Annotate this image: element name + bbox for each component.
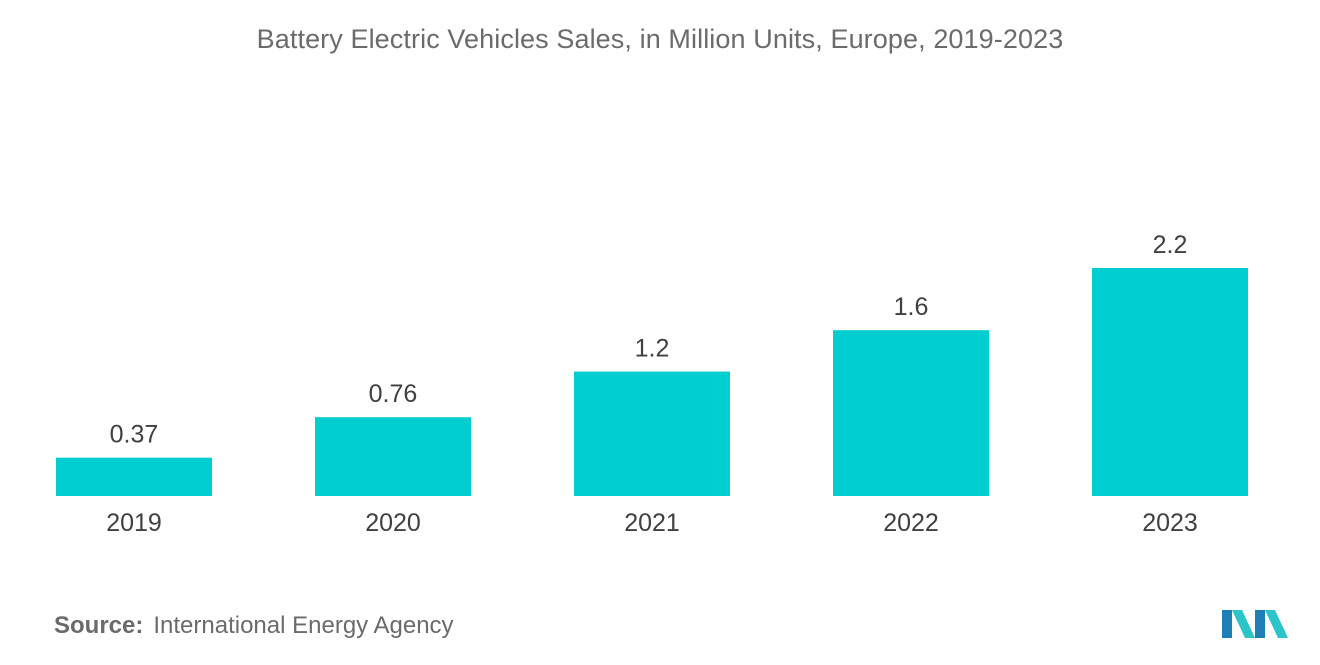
x-axis-tick-labels: 2019 2020 2021 2022 2023 xyxy=(106,509,1198,537)
logo-left-diagonal xyxy=(1232,610,1255,638)
bar-2022 xyxy=(833,330,989,496)
value-labels-layer: 0.37 0.76 1.2 1.6 2.2 xyxy=(110,231,1188,449)
chart-title: Battery Electric Vehicles Sales, in Mill… xyxy=(256,24,1064,54)
logo-left-stroke xyxy=(1222,610,1232,638)
bars-layer xyxy=(56,268,1248,496)
x-tick-label-2022: 2022 xyxy=(883,509,939,537)
value-label-2019: 0.37 xyxy=(110,421,159,449)
logo-middle-stroke xyxy=(1255,610,1265,638)
value-label-2020: 0.76 xyxy=(369,380,418,408)
bar-2019 xyxy=(56,457,212,496)
value-label-2023: 2.2 xyxy=(1153,231,1188,259)
value-label-2022: 1.6 xyxy=(894,293,929,321)
bar-2021 xyxy=(574,371,730,496)
value-label-2021: 1.2 xyxy=(635,335,670,363)
x-tick-label-2019: 2019 xyxy=(106,509,162,537)
x-tick-label-2023: 2023 xyxy=(1142,509,1198,537)
logo-right-diagonal xyxy=(1265,610,1288,638)
x-tick-label-2020: 2020 xyxy=(365,509,421,537)
mordor-intelligence-logo-icon xyxy=(1222,610,1288,638)
source-label: Source: xyxy=(54,612,144,639)
source-note: Source: International Energy Agency xyxy=(54,612,454,640)
bar-2020 xyxy=(315,417,471,496)
bar-2023 xyxy=(1092,268,1248,496)
source-text: International Energy Agency xyxy=(153,612,454,639)
x-tick-label-2021: 2021 xyxy=(624,509,680,537)
bar-chart: 0.37 0.76 1.2 1.6 2.2 2019 2020 2021 2022 2023 xyxy=(56,231,1248,537)
